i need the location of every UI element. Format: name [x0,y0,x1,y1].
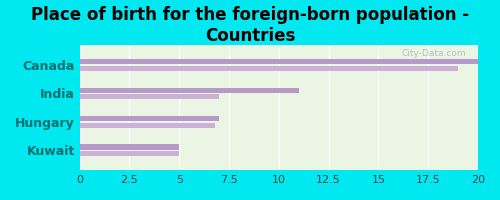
Bar [80,66,458,71]
Bar [80,59,478,64]
Text: City-Data.com: City-Data.com [402,49,466,58]
Bar [80,123,215,128]
Bar [80,151,179,156]
Bar [80,144,179,150]
Bar [80,88,298,93]
Bar [80,94,219,99]
Bar [80,116,219,121]
Text: Place of birth for the foreign-born population -
Countries: Place of birth for the foreign-born popu… [31,6,469,45]
